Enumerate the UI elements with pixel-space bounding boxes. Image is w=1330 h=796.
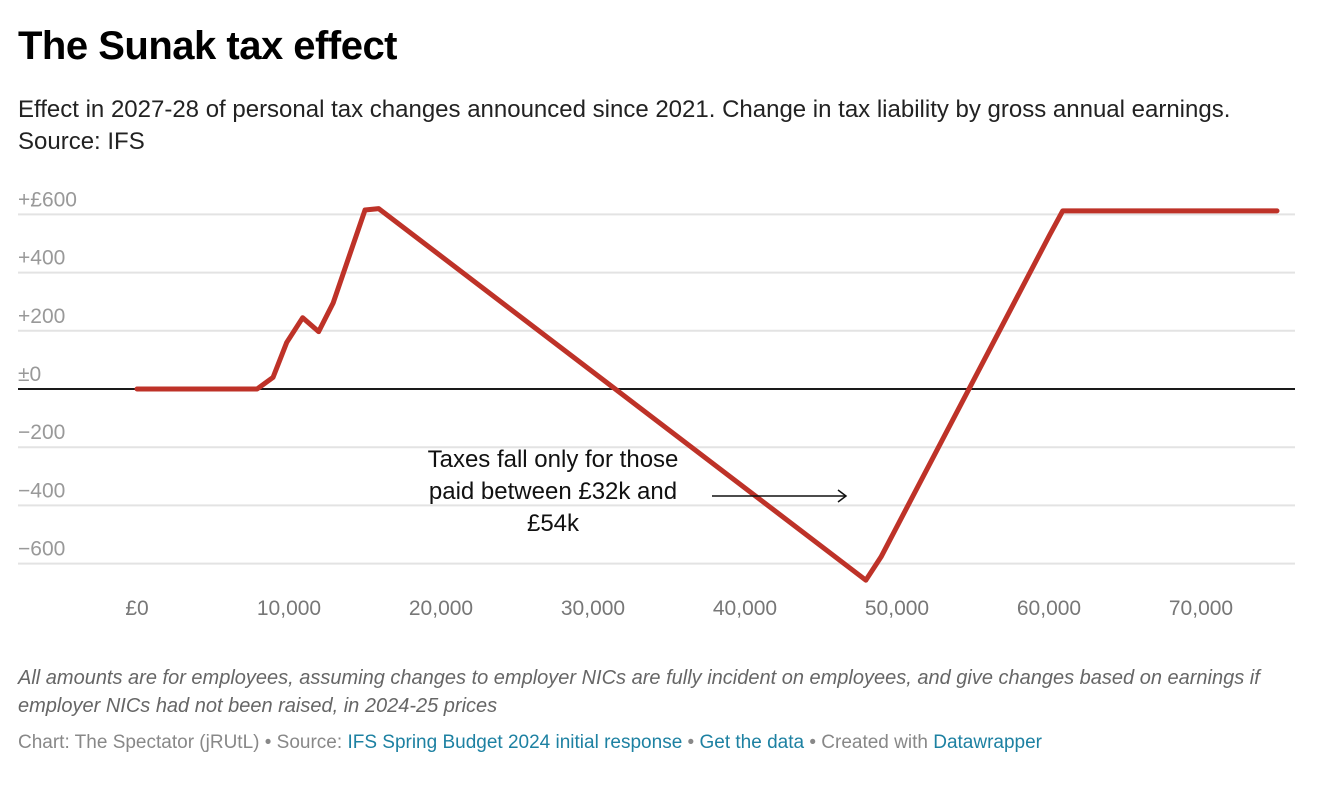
x-tick-label: 60,000	[1017, 597, 1081, 620]
arrow-head-icon	[837, 489, 848, 503]
chart-title: The Sunak tax effect	[18, 24, 398, 68]
chart-credit: Chart: The Spectator (jRUtL)	[18, 732, 260, 753]
byline: Chart: The Spectator (jRUtL) • Source: I…	[18, 732, 1042, 754]
separator: • Source:	[259, 732, 348, 753]
line-chart: +£600 +400 +200 ±0 −200 −400 −600 £0 10,000 20,00…	[18, 188, 1295, 620]
source-link[interactable]: IFS Spring Budget 2024 initial response	[347, 732, 683, 753]
y-tick-label: +400	[18, 247, 65, 270]
y-tick-label: ±0	[18, 363, 41, 386]
y-tick-label: −200	[18, 421, 65, 444]
annotation-text: Taxes fall only for those	[428, 446, 679, 473]
x-tick-label: 30,000	[561, 597, 625, 620]
x-tick-label: 70,000	[1169, 597, 1233, 620]
x-tick-label: 10,000	[257, 597, 321, 620]
chart-notes: All amounts are for employees, assuming …	[18, 667, 1260, 717]
annotation-text: £54k	[527, 510, 580, 537]
datawrapper-link[interactable]: Datawrapper	[933, 732, 1042, 753]
x-tick-label: £0	[125, 597, 148, 620]
x-tick-label: 40,000	[713, 597, 777, 620]
chart-subtitle: Effect in 2027-28 of personal tax change…	[18, 96, 1231, 155]
data-line	[134, 206, 1280, 583]
y-tick-label: −600	[18, 538, 65, 561]
x-tick-label: 20,000	[409, 597, 473, 620]
separator: • Created with	[804, 732, 934, 753]
y-tick-label: +200	[18, 305, 65, 328]
y-tick-label: −400	[18, 479, 65, 502]
x-tick-label: 50,000	[865, 597, 929, 620]
separator: •	[682, 732, 700, 753]
get-data-link[interactable]: Get the data	[699, 732, 805, 753]
annotation-text: paid between £32k and	[429, 478, 677, 505]
y-tick-label: +£600	[18, 188, 77, 211]
